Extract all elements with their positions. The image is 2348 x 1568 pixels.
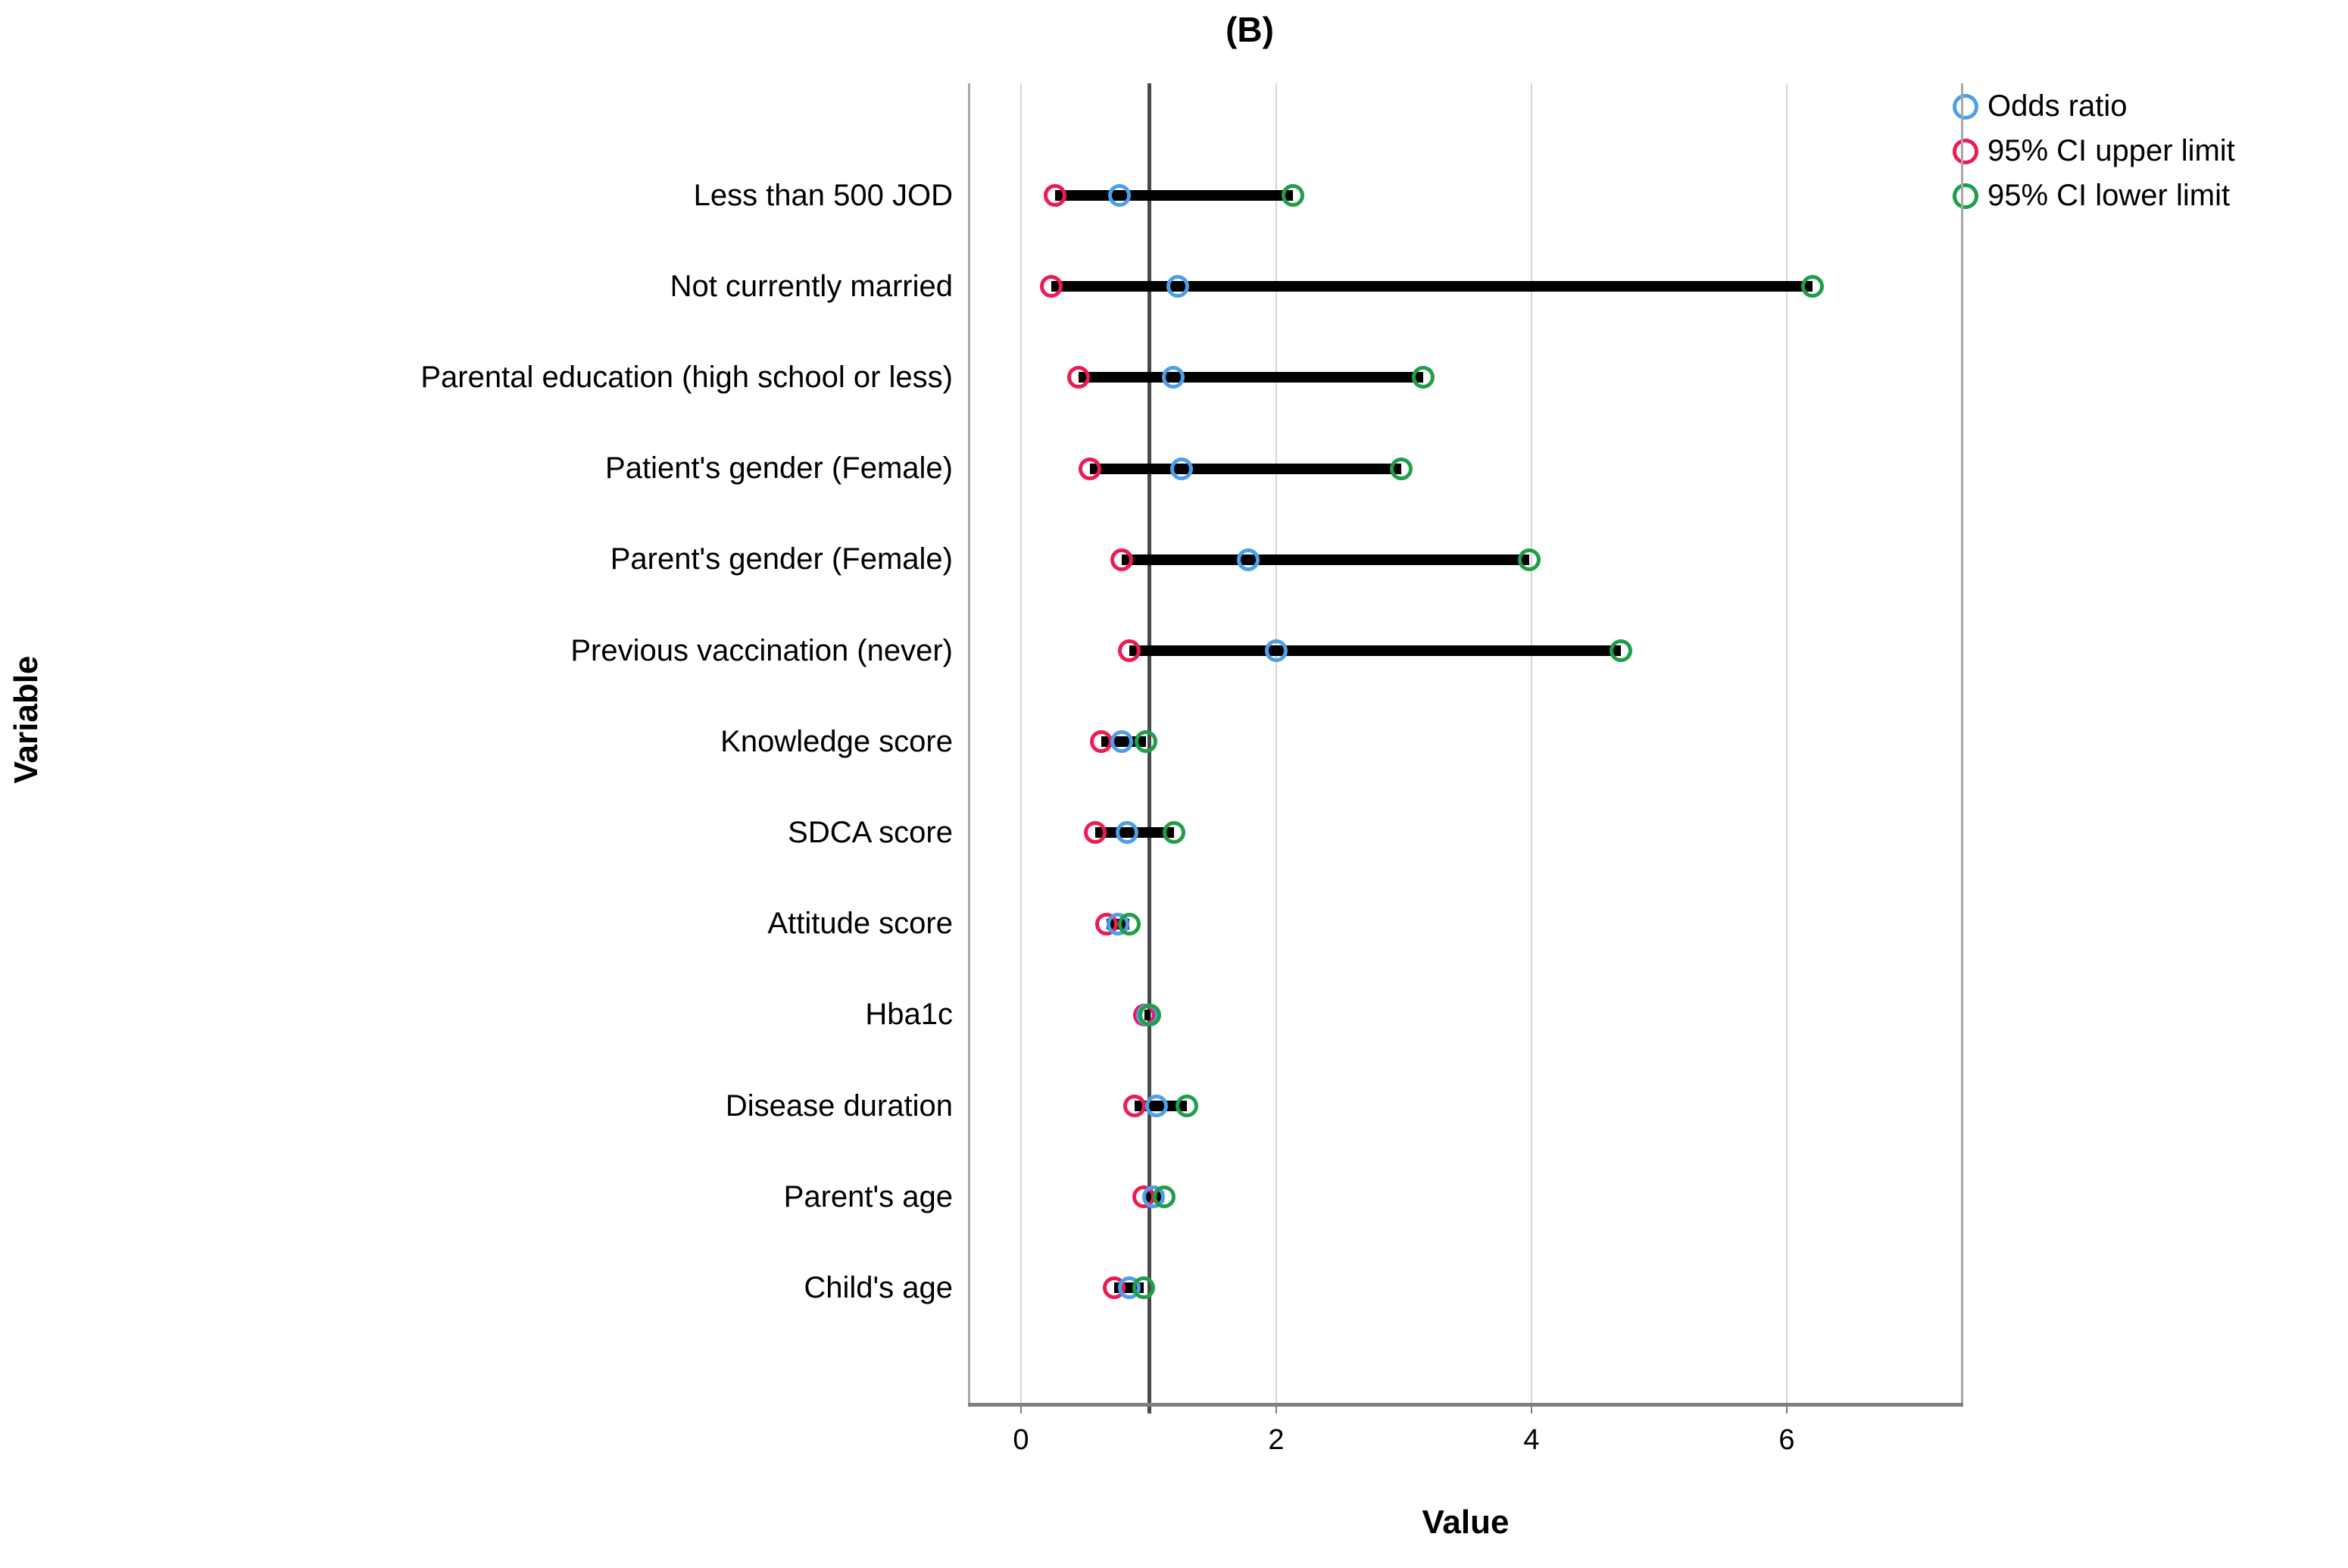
ci-interval-bar <box>1051 281 1813 292</box>
odds-ratio-marker <box>1115 821 1138 845</box>
odds-ratio-marker <box>1107 184 1131 207</box>
x-tick-label: 2 <box>1268 1424 1285 1456</box>
legend-label: Odds ratio <box>1987 89 2128 123</box>
odds-ratio-marker <box>1265 639 1288 662</box>
ci-upper-marker <box>1110 548 1134 571</box>
ci-upper-marker <box>1118 639 1141 662</box>
x-gridline <box>1020 83 1022 1403</box>
category-label: Attitude score <box>767 907 953 941</box>
category-label: Not currently married <box>670 269 953 303</box>
legend-label: 95% CI upper limit <box>1987 134 2235 167</box>
ci-lower-marker <box>1281 184 1304 207</box>
ci-interval-bar <box>1122 554 1529 565</box>
ci-lower-marker <box>1517 548 1541 571</box>
y-axis-title: Variable <box>8 655 45 784</box>
x-gridline <box>1786 83 1788 1403</box>
legend-item-ci-upper: 95% CI upper limit <box>1953 134 2235 168</box>
ci-lower-marker <box>1135 730 1158 754</box>
category-label: Child's age <box>804 1270 953 1304</box>
ci-upper-circle-icon <box>1953 138 1978 164</box>
x-tick-mark <box>1786 1403 1788 1413</box>
legend-item-odds-ratio: Odds ratio <box>1953 89 2235 123</box>
ci-lower-marker <box>1152 1185 1176 1209</box>
ci-lower-marker <box>1411 366 1435 389</box>
x-axis-title: Value <box>1422 1504 1510 1541</box>
odds-ratio-marker <box>1166 275 1190 298</box>
plot-frame-right <box>1961 83 1963 1403</box>
ci-lower-marker <box>1163 821 1186 845</box>
x-tick-mark <box>1531 1403 1532 1413</box>
ci-interval-bar <box>1078 372 1423 383</box>
x-tick-label: 6 <box>1778 1424 1795 1456</box>
category-label: Parent's gender (Female) <box>610 542 953 576</box>
category-label: Disease duration <box>725 1089 953 1123</box>
category-label: Hba1c <box>865 998 953 1032</box>
odds-ratio-circle-icon <box>1953 93 1978 120</box>
ci-lower-marker <box>1176 1095 1199 1117</box>
category-label: Parent's age <box>783 1179 953 1213</box>
ci-lower-marker <box>1800 275 1824 298</box>
ci-upper-marker <box>1122 1095 1146 1117</box>
x-tick-mark <box>1275 1403 1277 1413</box>
x-tick-label: 0 <box>1013 1424 1029 1456</box>
chart-title: (B) <box>1226 10 1274 49</box>
odds-ratio-marker <box>1110 730 1134 754</box>
odds-ratio-marker <box>1170 457 1194 480</box>
x-tick-mark <box>1020 1403 1022 1413</box>
category-label: Parental education (high school or less) <box>420 360 953 394</box>
ci-lower-marker <box>1118 912 1141 935</box>
ci-lower-circle-icon <box>1953 183 1978 209</box>
category-label: Previous vaccination (never) <box>570 633 953 667</box>
legend-label: 95% CI lower limit <box>1987 179 2231 212</box>
x-gridline <box>1531 83 1532 1403</box>
ci-lower-marker <box>1138 1003 1162 1026</box>
legend-item-ci-lower: 95% CI lower limit <box>1953 179 2235 213</box>
x-axis-line <box>968 1403 1963 1407</box>
ci-lower-marker <box>1390 457 1413 480</box>
ci-upper-marker <box>1078 457 1101 480</box>
category-label: Knowledge score <box>720 724 953 758</box>
plot-frame-left <box>968 83 970 1403</box>
ci-interval-bar <box>1089 463 1402 474</box>
ci-interval-bar <box>1055 190 1293 201</box>
odds-ratio-marker <box>1236 548 1260 571</box>
x-gridline <box>1275 83 1277 1403</box>
ci-upper-marker <box>1044 184 1067 207</box>
legend: Odds ratio 95% CI upper limit 95% CI low… <box>1953 89 2235 213</box>
ci-interval-bar <box>1129 645 1621 656</box>
ci-upper-marker <box>1083 821 1107 845</box>
category-label: Less than 500 JOD <box>693 178 953 212</box>
category-label: SDCA score <box>788 815 953 849</box>
ci-lower-marker <box>1609 639 1632 662</box>
odds-ratio-marker <box>1161 366 1185 389</box>
ci-upper-marker <box>1090 730 1113 754</box>
ci-lower-marker <box>1132 1276 1155 1300</box>
ci-upper-marker <box>1040 275 1063 298</box>
category-label: Patient's gender (Female) <box>605 451 953 486</box>
x-tick-label: 4 <box>1523 1424 1540 1456</box>
ci-upper-marker <box>1066 366 1090 389</box>
odds-ratio-marker <box>1144 1095 1168 1117</box>
